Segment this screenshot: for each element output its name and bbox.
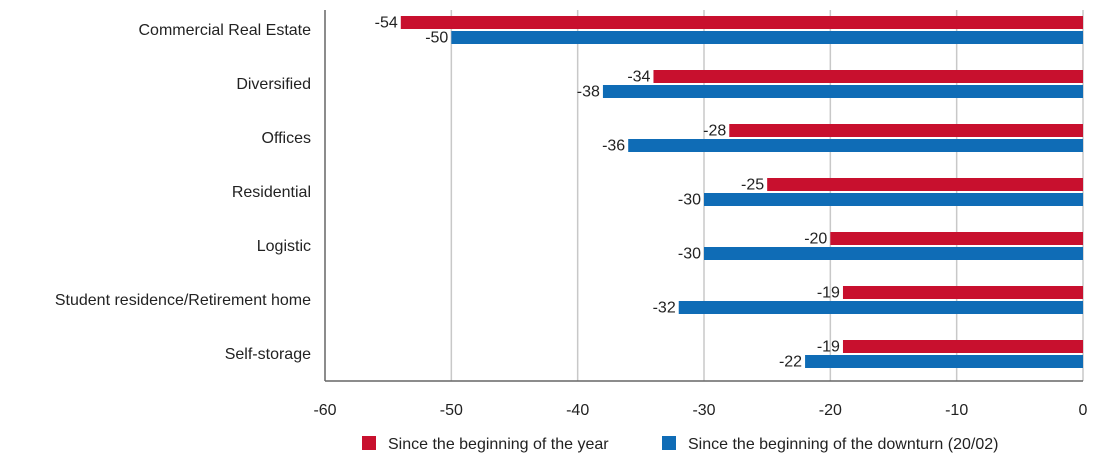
bar-series-0 [400, 16, 1083, 29]
legend-swatch [362, 436, 376, 450]
bar-series-1 [451, 31, 1083, 44]
bar-series-1 [678, 301, 1083, 314]
category-label: Self-storage [225, 346, 311, 363]
bar-series-0 [729, 124, 1083, 137]
data-label: -54 [375, 15, 398, 32]
labels: -54 -50 Commercial Real Estate -34 -38 Divers… [55, 15, 840, 371]
x-tick-label: -40 [566, 402, 589, 419]
axes: -60 -50 -40 -30 -20 -10 0 [313, 10, 1088, 419]
data-label: -22 [779, 354, 802, 371]
bar-series-1 [805, 355, 1083, 368]
legend-label: Since the beginning of the year [388, 436, 609, 453]
category-label: Commercial Real Estate [139, 22, 312, 39]
data-label: -20 [804, 231, 827, 248]
category-label: Residential [232, 184, 311, 201]
data-label: -30 [678, 192, 701, 209]
bar-series-1 [704, 247, 1083, 260]
bar-series-0 [830, 232, 1083, 245]
data-label: -28 [703, 123, 726, 140]
bar-series-0 [653, 70, 1083, 83]
bar-series-0 [842, 286, 1083, 299]
data-label: -36 [602, 138, 625, 155]
data-label: -25 [741, 177, 764, 194]
legend-label: Since the beginning of the downturn (20/… [688, 436, 998, 453]
data-label: -32 [653, 300, 676, 317]
bar-series-0 [842, 340, 1083, 353]
bar-series-1 [602, 85, 1083, 98]
bar-series-1 [704, 193, 1083, 206]
x-tick-label: -60 [313, 402, 336, 419]
data-label: -19 [817, 285, 840, 302]
legend-swatch [662, 436, 676, 450]
x-tick-label: 0 [1079, 402, 1088, 419]
category-label: Diversified [236, 76, 311, 93]
data-label: -34 [627, 69, 650, 86]
category-label: Logistic [257, 238, 311, 255]
x-tick-label: -30 [692, 402, 715, 419]
bar-series-0 [767, 178, 1083, 191]
data-label: -50 [425, 30, 448, 47]
x-tick-label: -50 [440, 402, 463, 419]
category-label: Student residence/Retirement home [55, 292, 311, 309]
category-label: Offices [262, 130, 312, 147]
data-label: -19 [817, 339, 840, 356]
x-tick-label: -10 [945, 402, 968, 419]
bars [400, 16, 1083, 368]
legend: Since the beginning of the year Since the… [362, 436, 998, 453]
data-label: -30 [678, 246, 701, 263]
bar-series-1 [628, 139, 1083, 152]
x-tick-label: -20 [819, 402, 842, 419]
data-label: -38 [577, 84, 600, 101]
